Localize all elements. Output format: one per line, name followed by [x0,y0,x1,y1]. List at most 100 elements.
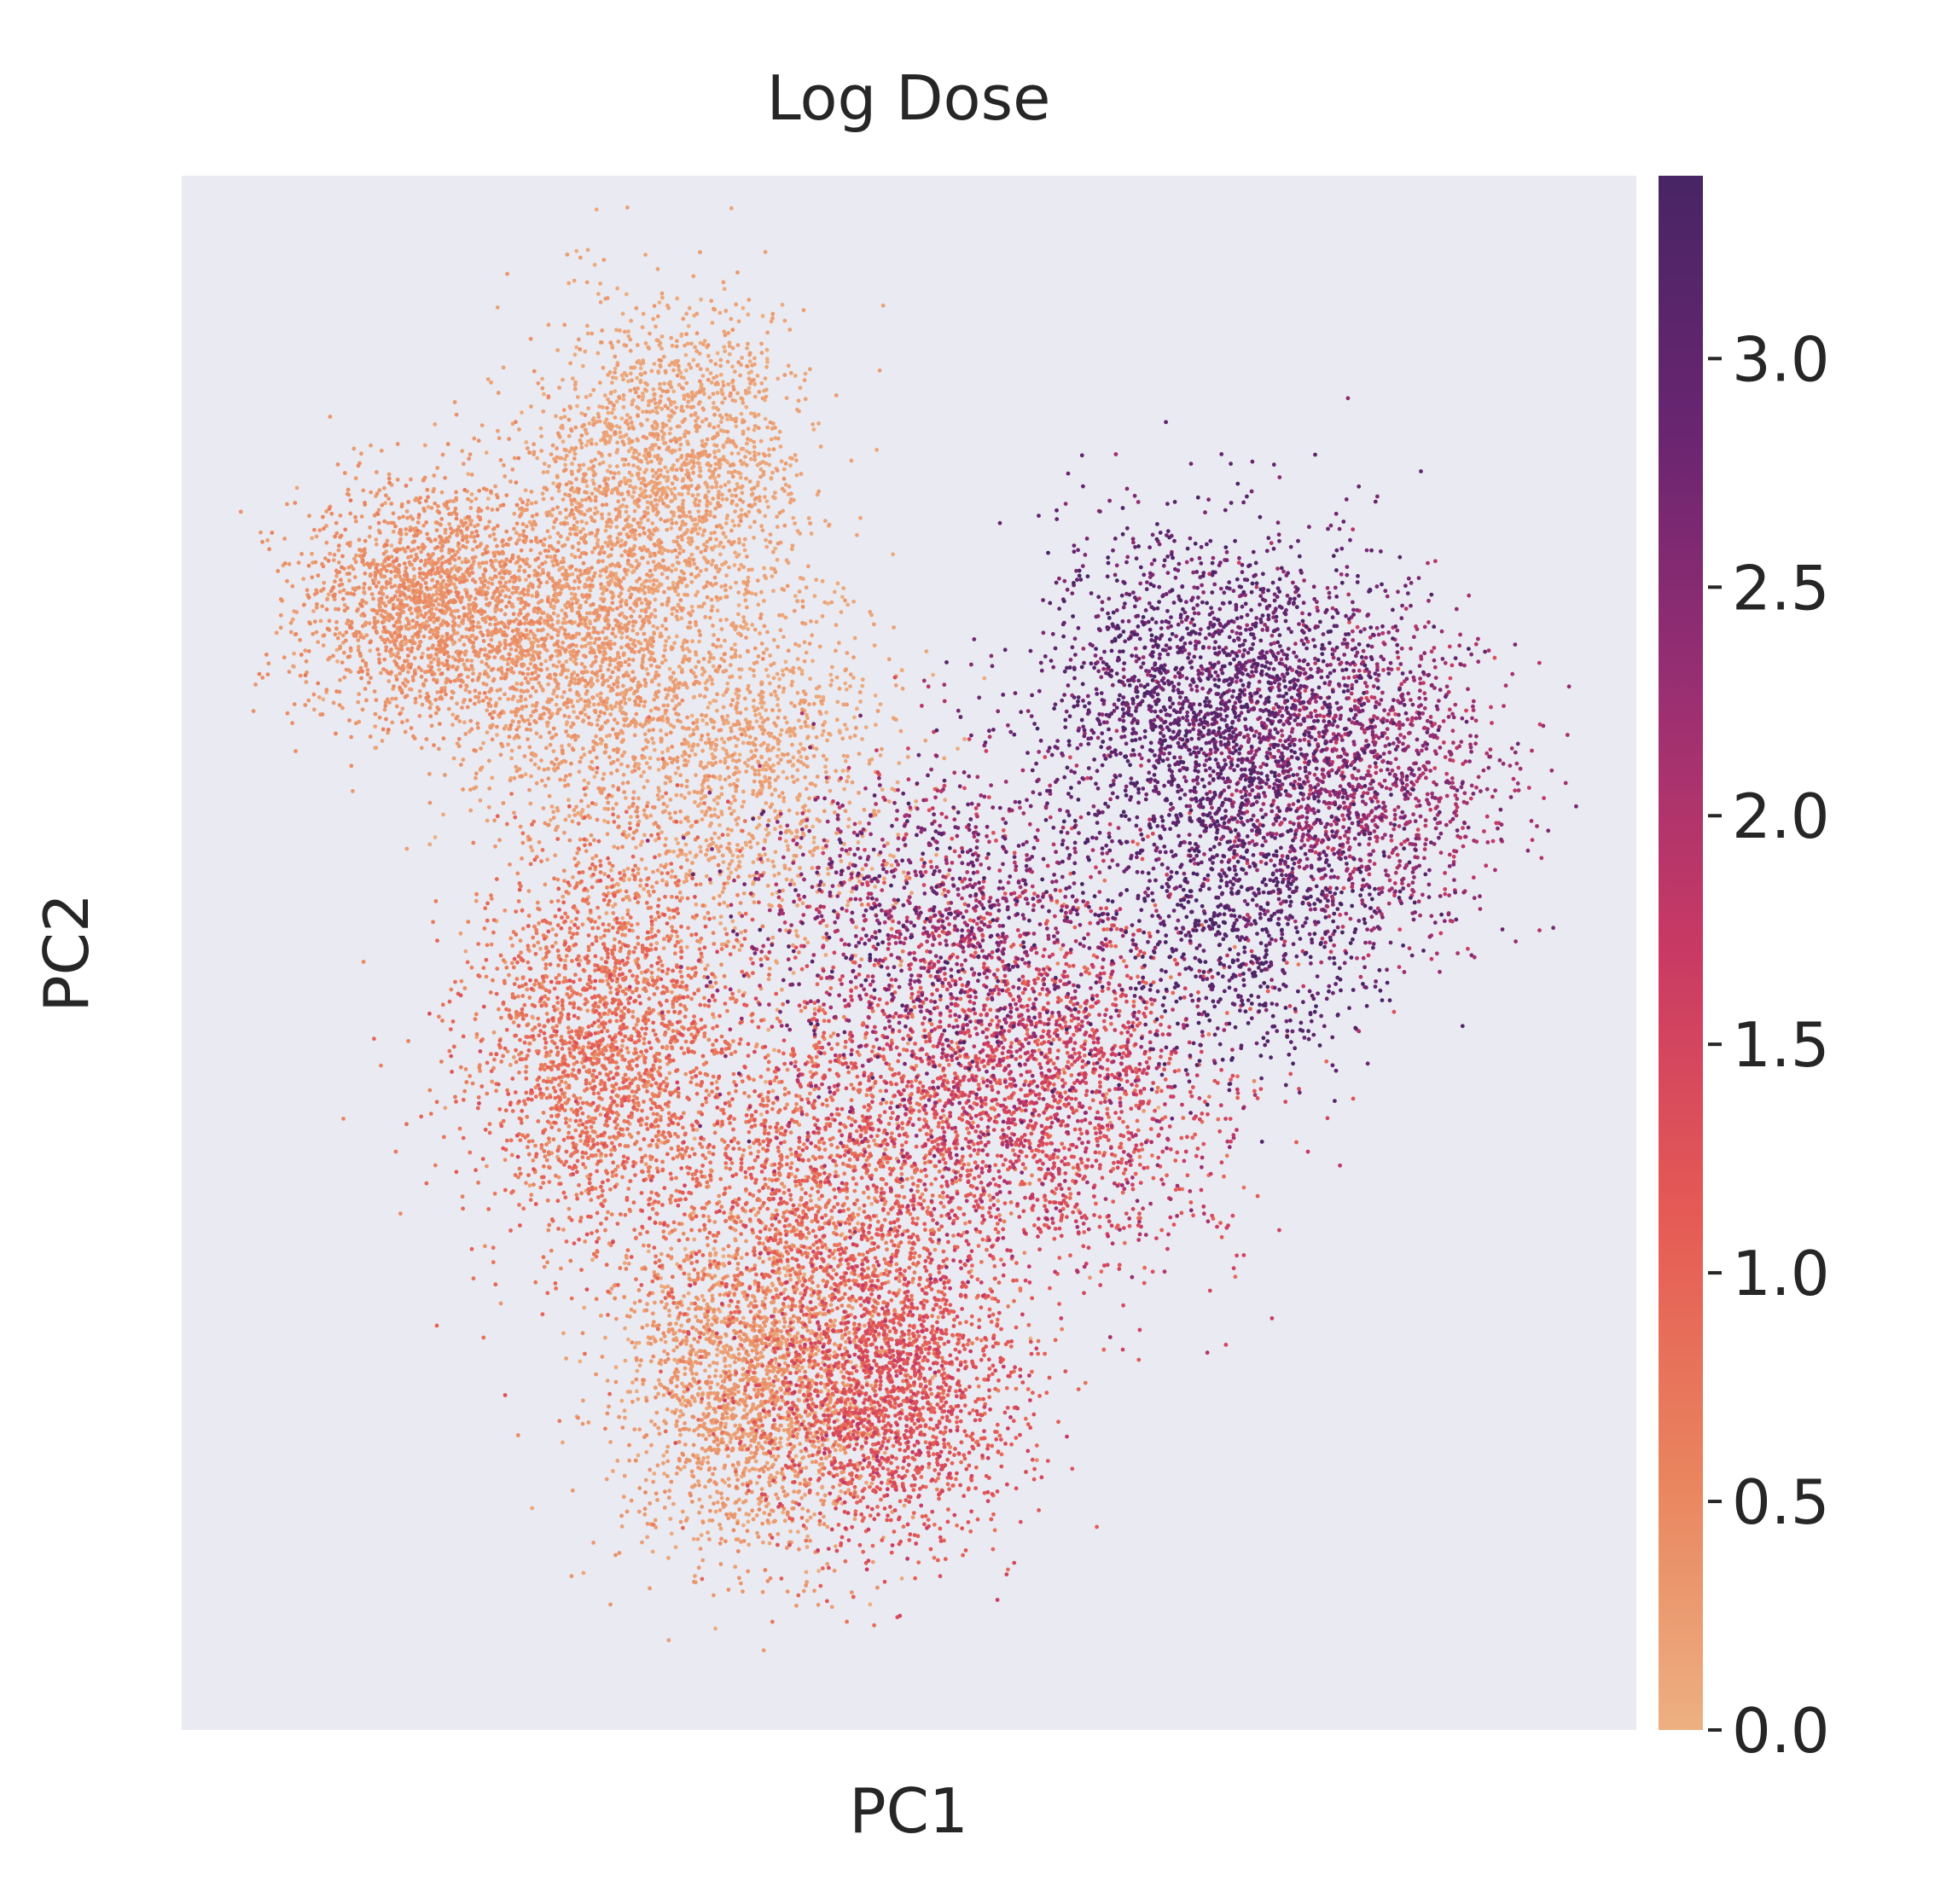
scatter-point [764,767,769,772]
scatter-point [659,863,664,868]
scatter-point [860,737,864,741]
scatter-point [712,755,718,760]
scatter-point [572,676,578,682]
scatter-point [760,314,765,318]
scatter-point [659,729,663,733]
scatter-point [653,607,658,612]
scatter-point [776,715,781,720]
scatter-point [621,497,626,502]
scatter-point [634,845,638,850]
scatter-point [596,351,601,356]
scatter-point [807,1364,812,1369]
scatter-point [530,1506,535,1511]
scatter-point [851,676,856,680]
scatter-point [709,597,714,602]
scatter-point [718,914,723,919]
scatter-point [630,473,634,478]
scatter-point [797,792,802,797]
scatter-point [770,859,776,864]
scatter-point [742,696,747,701]
scatter-point [650,443,654,448]
scatter-point [703,1484,707,1489]
scatter-point [636,796,641,801]
scatter-point [808,367,812,372]
scatter-point [712,813,718,817]
scatter-point [722,329,727,334]
scatter-point [820,613,825,618]
scatter-point [713,1251,718,1256]
scatter-point [478,798,483,803]
scatter-point [704,512,709,517]
scatter-point [755,1530,759,1535]
scatter-point [796,758,800,763]
scatter-point [455,701,459,706]
scatter-point [548,535,552,540]
scatter-point [661,486,665,491]
scatter-point [702,1421,706,1426]
scatter-point [697,499,702,503]
scatter-point [613,415,618,420]
scatter-point [710,321,715,325]
scatter-point [722,740,727,745]
scatter-point [523,488,528,493]
scatter-point [607,512,612,517]
scatter-point [744,769,749,774]
scatter-point [656,1391,660,1396]
scatter-point [594,442,599,446]
scatter-point [829,1605,834,1610]
scatter-point [739,411,744,416]
scatter-point [597,380,602,386]
scatter-point [848,735,852,740]
scatter-point [726,382,731,386]
scatter-point [640,1540,644,1545]
scatter-point [675,339,679,344]
scatter-point [735,502,740,508]
scatter-point [461,758,466,762]
scatter-point [728,782,733,787]
scatter-point [485,708,490,713]
scatter-point [802,640,807,645]
scatter-point [678,1402,683,1407]
scatter-point [670,698,675,703]
scatter-point [386,679,392,683]
scatter-point [659,1251,664,1257]
scatter-point [793,453,798,457]
scatter-point [773,827,777,832]
scatter-point [624,292,629,297]
scatter-point [665,1459,671,1464]
scatter-point [708,655,713,660]
scatter-point [753,1459,758,1464]
scatter-point [823,519,828,523]
scatter-point [778,444,783,449]
scatter-point [680,644,684,649]
scatter-point [432,657,437,662]
scatter-point [577,769,582,775]
scatter-point [699,1533,704,1537]
scatter-point [781,689,786,694]
scatter-point [602,806,607,811]
scatter-point [561,620,566,625]
scatter-point [726,1477,731,1482]
scatter-point [693,517,698,522]
scatter-point [622,462,627,467]
scatter-point [584,443,589,448]
scatter-point [561,894,566,899]
scatter-point [800,1365,805,1370]
scatter-point [708,358,713,363]
scatter-point [710,752,715,757]
scatter-point [555,808,561,813]
scatter-point [708,463,713,468]
scatter-point [758,1112,764,1117]
scatter-point [709,836,714,841]
scatter-point [546,766,550,771]
scatter-point [765,360,770,364]
scatter-point [560,744,564,749]
scatter-point [702,339,707,343]
scatter-point [674,837,678,841]
scatter-point [561,377,565,382]
scatter-point [600,516,605,520]
scatter-point [565,253,570,257]
scatter-point [630,624,636,628]
scatter-point [721,383,726,388]
scatter-point [754,1513,759,1518]
